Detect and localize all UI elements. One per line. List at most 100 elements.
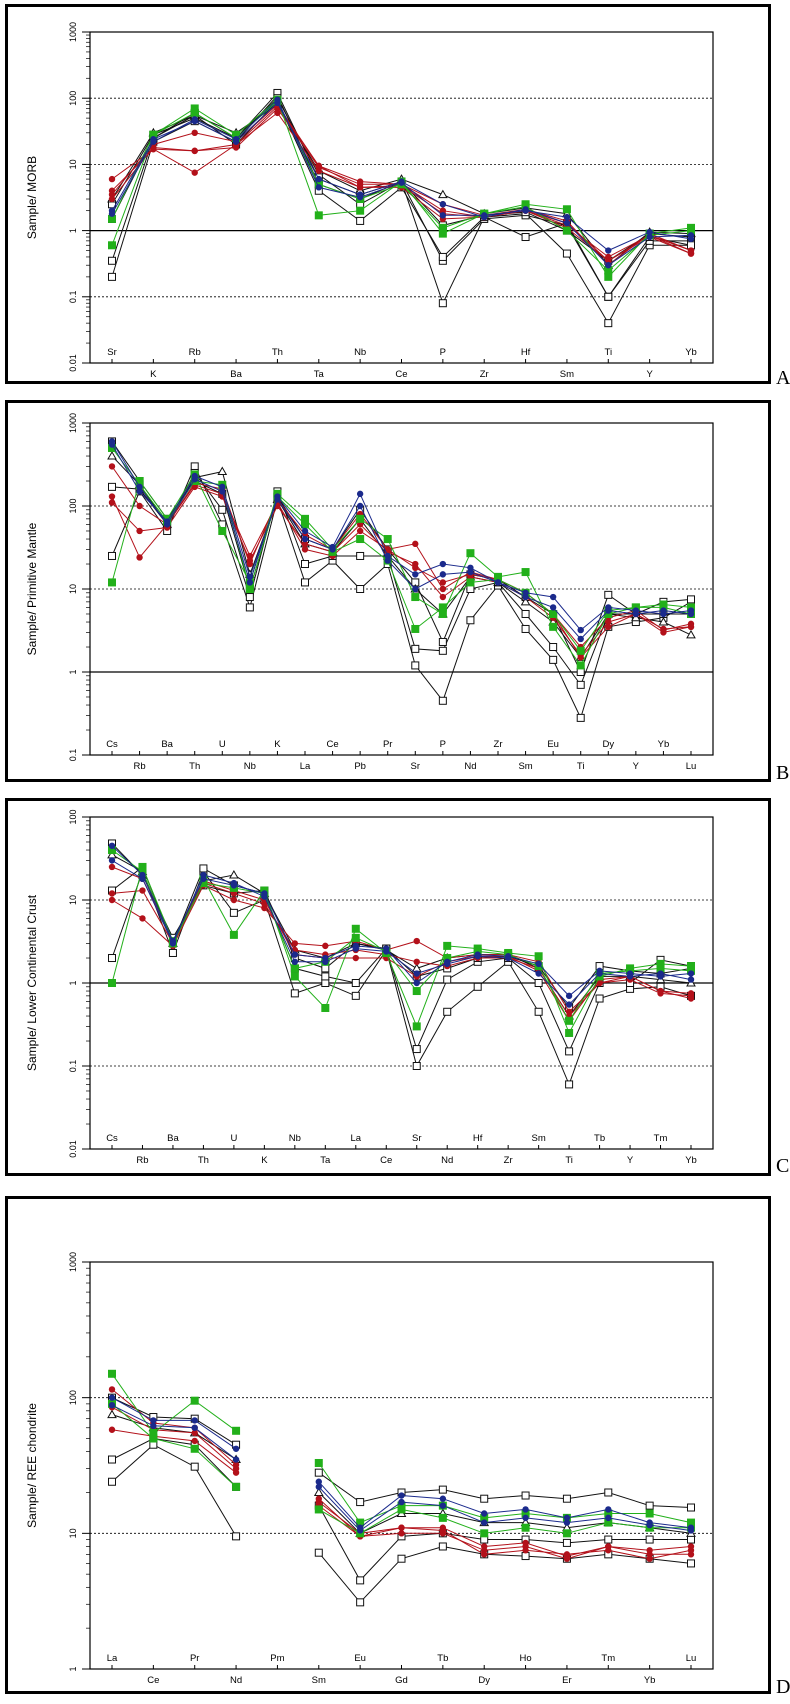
data-point [301,578,309,587]
x-tick-label: Nb [289,1133,301,1144]
series-line [111,1404,237,1460]
x-tick-label: Sm [312,1675,326,1686]
data-point [218,505,227,514]
data-point [522,1539,529,1547]
data-point [356,1498,365,1507]
data-point [398,179,405,186]
x-tick-label: Tm [654,1133,668,1144]
data-point [438,1485,447,1494]
data-point [190,1396,199,1405]
chart-svg-d: 1 10 100 1000 Sample/ REE chondrite La Ce Pr Nd P… [25,1252,714,1686]
data-point [108,493,116,500]
series-line [318,1508,691,1534]
x-tick-label: Ba [230,369,242,380]
data-point [412,987,421,996]
data-point [356,184,364,191]
data-point [356,206,365,215]
data-point [576,713,585,722]
data-point [411,593,420,602]
data-point [562,249,571,258]
data-point [191,472,198,480]
data-point [577,635,584,643]
x-tick-label: Lu [686,761,697,772]
data-point [632,610,640,618]
data-point [356,1598,365,1607]
data-point [562,205,571,214]
y-tick-label: 0.01 [68,1140,78,1158]
y-tick-label: 1 [68,980,78,985]
data-point [438,696,447,705]
data-point [108,578,116,587]
series-line [111,486,692,656]
data-point [605,1543,612,1550]
data-point [136,502,143,510]
series-line [111,1397,237,1446]
data-point [605,262,612,269]
data-point [412,571,419,578]
chart-panel-a: 0.01 0.1 1 10 100 1000 Sample/ MORB Sr K Rb Ba Th Ta… [5,4,771,384]
y-tick-label: 1000 [68,22,78,42]
series-line [111,884,692,1013]
series-line [111,1406,237,1469]
chart-panel-b: 0.1 1 10 100 1000 Sample/ Primitive Mantle Cs R… [5,400,771,782]
data-point [563,213,571,221]
data-point [413,970,420,977]
data-point [466,578,475,587]
data-point [439,1502,447,1509]
series-line [111,1403,237,1488]
data-point [437,189,448,199]
x-tick-label: Sm [560,369,574,380]
data-point [232,1532,241,1541]
data-point [438,637,447,646]
y-axis-label: Sample/ REE chondrite [25,1403,39,1528]
data-point [301,520,309,529]
x-tick-label: Dy [478,1675,490,1686]
data-point [108,551,116,560]
x-tick-label: Sm [518,761,532,772]
data-point [301,560,309,569]
data-point [108,499,116,506]
data-point [261,893,268,900]
panel-letter-b: B [776,762,790,784]
data-point [521,1552,530,1561]
data-point [356,535,365,544]
data-point [274,96,281,103]
x-tick-label: Ti [565,1155,573,1166]
series-line [111,441,692,631]
data-point [521,233,530,242]
x-tick-label: Yb [685,1155,697,1166]
data-point [412,585,419,593]
x-tick-label: Sr [411,761,421,772]
x-tick-label: Sr [107,347,117,358]
data-point [565,1016,574,1025]
data-point [443,1007,452,1016]
data-point [439,593,447,601]
data-point [605,1506,612,1513]
data-point [245,585,254,593]
data-point [245,603,254,612]
data-point [314,1468,323,1477]
data-point [108,210,116,217]
data-point [315,1498,322,1506]
data-point [218,526,227,535]
y-tick-label: 10 [68,1528,78,1538]
data-point [150,145,157,153]
x-tick-label: Y [627,1155,634,1166]
x-tick-label: Nd [230,1675,242,1686]
data-point [191,1437,198,1445]
data-point [108,175,116,183]
series-line [111,455,692,659]
data-point [149,1434,158,1443]
data-point [356,193,364,201]
data-point [163,518,171,525]
data-point [439,579,447,586]
panel-letter-a: A [776,367,790,389]
data-point [356,1576,365,1585]
series-line [111,444,692,640]
x-tick-label: Ce [326,739,338,750]
data-point [605,607,612,614]
data-point [660,626,667,634]
data-point [645,1509,654,1518]
data-point [411,644,420,653]
data-point [412,540,419,548]
